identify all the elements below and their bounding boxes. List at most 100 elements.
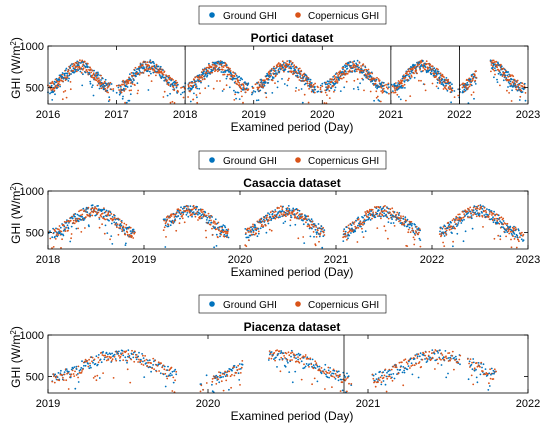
ground-point <box>357 88 360 91</box>
ground-point <box>74 70 76 73</box>
ground-point <box>129 230 132 233</box>
ground-point <box>99 358 102 361</box>
copernicus-point <box>199 215 202 218</box>
copernicus-point <box>495 217 497 220</box>
ground-point <box>346 226 348 229</box>
ground-point <box>265 231 268 234</box>
copernicus-point <box>165 236 167 238</box>
ground-point <box>467 83 469 86</box>
ground-point <box>301 101 304 104</box>
copernicus-point <box>237 364 240 367</box>
copernicus-point <box>402 384 405 387</box>
copernicus-point <box>395 366 398 369</box>
legend-label-ground: Ground GHI <box>223 156 277 167</box>
ground-point <box>472 358 475 360</box>
ground-point <box>171 374 173 376</box>
ground-point <box>103 358 106 361</box>
ground-point <box>467 212 470 214</box>
copernicus-point <box>92 377 95 379</box>
ground-point <box>317 223 320 225</box>
ground-point <box>159 65 162 68</box>
copernicus-point <box>293 64 296 67</box>
ground-point <box>277 68 280 71</box>
ground-point <box>66 224 69 227</box>
copernicus-point <box>504 75 507 78</box>
copernicus-point <box>171 213 174 216</box>
copernicus-point <box>91 74 94 77</box>
ground-point <box>464 230 467 233</box>
copernicus-point <box>148 361 150 364</box>
copernicus-point <box>247 231 250 233</box>
data-points <box>47 204 525 249</box>
ground-point <box>275 356 277 359</box>
ground-point <box>50 91 53 94</box>
ground-point <box>343 228 346 231</box>
copernicus-point <box>424 89 427 92</box>
copernicus-point <box>264 219 266 222</box>
copernicus-point <box>183 207 186 209</box>
ground-point <box>238 75 241 78</box>
ground-point <box>356 59 359 62</box>
ground-point <box>299 353 302 356</box>
ground-point <box>306 219 308 222</box>
copernicus-point <box>369 90 372 93</box>
ground-point <box>464 89 467 92</box>
copernicus-point <box>520 90 523 92</box>
ground-point <box>78 214 80 217</box>
copernicus-point <box>148 68 151 70</box>
copernicus-point <box>187 96 190 98</box>
ground-point <box>267 359 270 361</box>
copernicus-point <box>287 79 289 82</box>
copernicus-point <box>214 223 217 225</box>
ground-point <box>439 76 441 78</box>
copernicus-point <box>52 373 55 376</box>
copernicus-point <box>173 102 176 104</box>
ground-point <box>467 102 470 104</box>
copernicus-point <box>218 371 220 373</box>
copernicus-point <box>314 244 317 247</box>
ground-point <box>282 352 285 354</box>
copernicus-point <box>302 355 305 358</box>
ground-point <box>149 59 152 62</box>
ground-point <box>102 215 105 218</box>
copernicus-point <box>297 356 299 358</box>
copernicus-point <box>225 232 227 235</box>
ground-point <box>133 69 136 72</box>
ground-point <box>58 79 61 81</box>
copernicus-point <box>172 222 175 224</box>
ground-point <box>145 362 148 364</box>
copernicus-point <box>385 86 388 89</box>
copernicus-point <box>402 215 405 218</box>
ground-point <box>129 73 131 76</box>
copernicus-point <box>175 79 177 82</box>
axes-box <box>47 45 529 105</box>
ground-point <box>89 80 92 83</box>
copernicus-point <box>66 76 69 79</box>
copernicus-point <box>273 65 275 68</box>
copernicus-point <box>286 207 289 209</box>
ground-point <box>218 68 221 71</box>
copernicus-point <box>371 373 374 376</box>
ground-point <box>215 233 218 236</box>
copernicus-point <box>374 385 377 388</box>
copernicus-point <box>134 356 137 359</box>
ground-point <box>220 71 223 73</box>
copernicus-point <box>285 352 288 355</box>
copernicus-point <box>431 352 433 355</box>
copernicus-point <box>312 83 315 86</box>
copernicus-point <box>296 208 299 211</box>
copernicus-point <box>112 377 115 379</box>
ground-point <box>496 81 499 83</box>
copernicus-point <box>359 220 362 223</box>
ground-point <box>108 96 111 99</box>
ground-point <box>282 222 285 225</box>
ground-point <box>264 81 267 83</box>
ground-point <box>305 363 308 365</box>
copernicus-point <box>378 379 381 381</box>
copernicus-point <box>231 373 233 376</box>
copernicus-point <box>282 63 285 66</box>
ground-point <box>241 78 244 81</box>
ground-point <box>125 242 127 245</box>
ground-point <box>196 96 198 99</box>
copernicus-point <box>97 356 100 359</box>
